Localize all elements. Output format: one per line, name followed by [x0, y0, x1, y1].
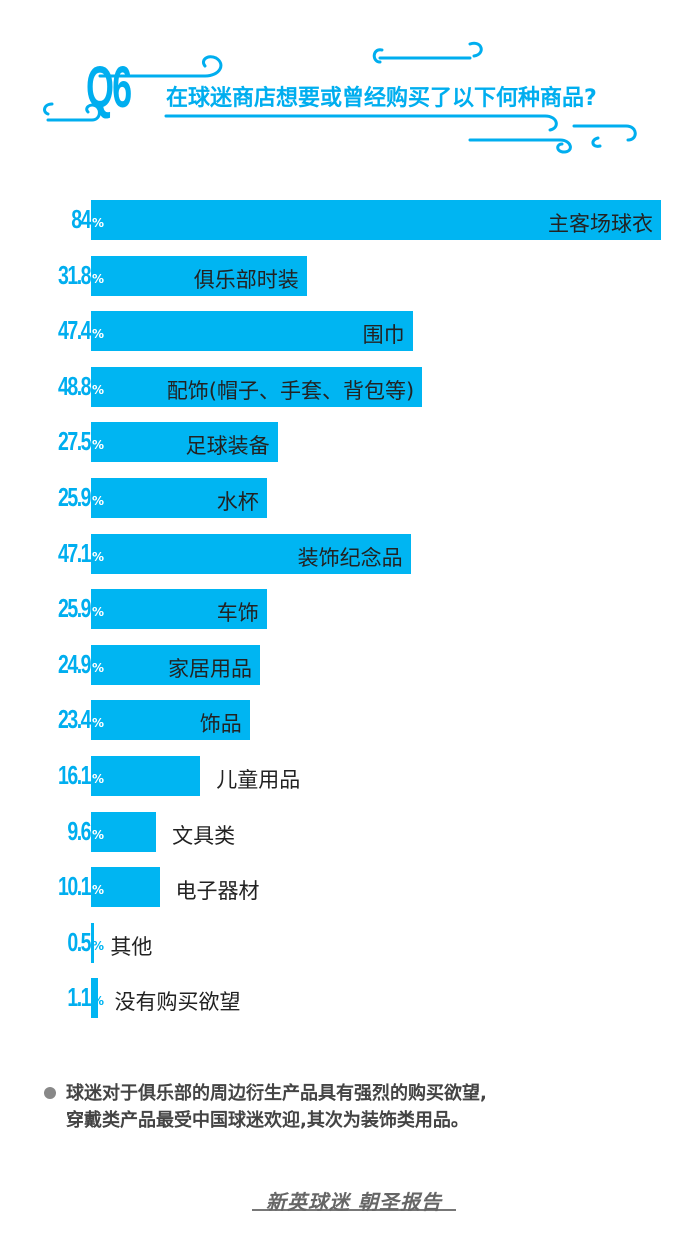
value-label: 27.5 [58, 426, 91, 457]
cloud-swirl-left-small [43, 102, 54, 116]
bar [91, 922, 95, 963]
cloud-swirl-right-end [591, 136, 602, 148]
header-decoration [43, 41, 637, 154]
bar [91, 811, 157, 852]
value-label: 47.4 [58, 315, 91, 346]
percent-sign: % [92, 327, 105, 342]
percent-sign: % [92, 827, 105, 842]
bar [91, 200, 661, 240]
cloud-swirl-left [46, 103, 101, 122]
footer-logo-decoration [252, 1209, 456, 1211]
category-label: 俱乐部时装 [193, 267, 299, 292]
bullet-dot [44, 1087, 56, 1099]
bar [91, 366, 423, 407]
category-label: 足球装备 [185, 434, 270, 459]
category-label: 围巾 [362, 323, 405, 348]
bar [91, 311, 413, 352]
bar [91, 422, 278, 463]
percent-sign: % [92, 271, 105, 286]
value-label: 31.8 [58, 259, 91, 290]
percent-sign: % [92, 494, 105, 508]
category-label: 电子器材 [175, 879, 260, 904]
percent-sign: % [92, 883, 105, 898]
percent-sign: % [92, 994, 105, 1009]
bar [91, 644, 260, 685]
bar [91, 700, 250, 741]
value-label: 47.1 [58, 537, 91, 568]
value-label: 25.9 [58, 593, 91, 624]
footer-logo: 新英球迷 朝圣报告 [248, 1180, 460, 1216]
percent-sign: % [92, 938, 105, 953]
percent-sign: % [92, 605, 105, 620]
percent-sign: % [92, 438, 105, 453]
bar [91, 478, 267, 518]
category-label: 没有购买欲望 [114, 990, 241, 1015]
bar [91, 533, 411, 574]
category-label: 装饰纪念品 [297, 545, 403, 570]
question-number: Q6 [86, 55, 132, 120]
cloud-swirl-top-right [468, 41, 483, 58]
category-label: 车饰 [216, 601, 259, 626]
value-label: 9.6 [67, 815, 91, 846]
question-underline [164, 114, 558, 132]
bar-chart: 84% 主客场球衣 31.8% 俱乐部时装 47.4% 围巾 48.8% 配饰(帽子、手套、背… [0, 190, 700, 1040]
cloud-swirl-upper-right [372, 48, 472, 64]
category-label: 其他 [110, 934, 153, 959]
percent-sign: % [92, 216, 105, 230]
category-label: 饰品 [199, 712, 242, 737]
value-label: 10.1 [58, 871, 91, 902]
percent-sign: % [92, 382, 105, 397]
value-label: 84 [71, 204, 91, 234]
percent-sign: % [92, 549, 105, 564]
bar [91, 978, 99, 1019]
category-label: 家居用品 [167, 656, 252, 681]
cloud-swirl-right [572, 124, 637, 142]
percent-sign: % [92, 772, 105, 786]
bar [91, 255, 307, 296]
category-label: 主客场球衣 [548, 212, 653, 236]
category-label: 配饰(帽子、手套、背包等) [166, 378, 415, 403]
bar [91, 589, 267, 630]
header: Q6 在球迷商店想要或曾经购买了以下何种商品? [0, 0, 700, 160]
bar [91, 756, 201, 796]
value-label: 1.1 [67, 982, 91, 1013]
footer-logo-text: 新英球迷 朝圣报告 [266, 1190, 442, 1214]
category-label: 水杯 [216, 490, 259, 514]
percent-sign: % [92, 716, 105, 731]
summary-text: 球迷对于俱乐部的周边衍生产品具有强烈的购买欲望, 穿戴类产品最受中国球迷欢迎,其… [66, 1083, 487, 1131]
category-label: 儿童用品 [216, 768, 301, 792]
percent-sign: % [92, 660, 105, 675]
value-label: 24.9 [58, 648, 91, 679]
bar [91, 867, 160, 908]
value-label: 0.5 [67, 926, 91, 957]
category-label: 文具类 [172, 823, 236, 848]
value-label: 48.8 [58, 370, 91, 401]
value-label: 23.4 [58, 704, 91, 735]
value-label: 25.9 [58, 482, 91, 512]
value-label: 16.1 [58, 760, 91, 790]
cloud-swirl-lower-right [468, 138, 572, 154]
cloud-swirl-upper-left [98, 55, 223, 78]
question-title: 在球迷商店想要或曾经购买了以下何种商品? [166, 86, 597, 111]
